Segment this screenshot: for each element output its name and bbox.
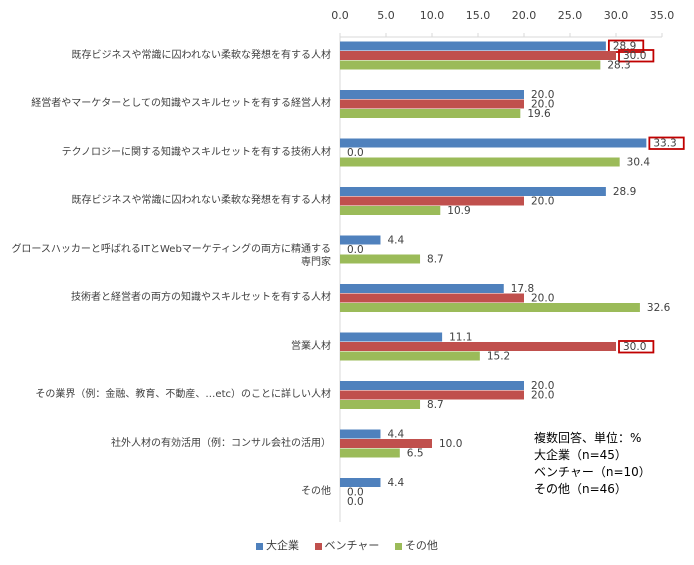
data-label: 20.0 bbox=[531, 89, 554, 101]
category-label: その他 bbox=[301, 486, 331, 498]
bar-large bbox=[340, 478, 381, 487]
bar-venture bbox=[340, 51, 616, 60]
note-line-unit: 複数回答、単位：% bbox=[534, 431, 642, 445]
category-label: その業界（例：金融、教育、不動産、…etc）のことに詳しい人材 bbox=[35, 389, 331, 401]
x-tick-label: 35.0 bbox=[650, 9, 675, 22]
legend-item-venture: ベンチャー bbox=[314, 537, 380, 553]
bar-venture bbox=[340, 293, 524, 303]
data-label: 6.5 bbox=[407, 448, 424, 460]
data-label: 4.4 bbox=[387, 477, 404, 489]
legend-label-other: その他 bbox=[404, 539, 438, 552]
bar-other bbox=[340, 448, 400, 458]
sample-note: 複数回答、単位：% 大企業（n=45） ベンチャー（n=10） その他（n=46… bbox=[534, 430, 651, 498]
x-tick-label: 30.0 bbox=[604, 9, 629, 22]
category-label: グロースハッカーと呼ばれるITとWebマーケティングの両方に精通する専門家 bbox=[11, 243, 331, 268]
bar-other bbox=[340, 303, 640, 312]
bar-large bbox=[340, 90, 524, 99]
bar-other bbox=[340, 109, 521, 118]
data-label: 30.0 bbox=[623, 341, 646, 353]
bar-other bbox=[340, 206, 441, 215]
note-line-other: その他（n=46） bbox=[534, 482, 627, 496]
data-label: 20.0 bbox=[531, 293, 554, 305]
data-label: 20.0 bbox=[531, 390, 554, 402]
data-label: 8.7 bbox=[427, 254, 444, 266]
x-tick-label: 20.0 bbox=[512, 9, 537, 22]
data-label: 28.9 bbox=[613, 186, 636, 198]
bar-other bbox=[340, 157, 620, 167]
legend-swatch-large bbox=[256, 542, 264, 550]
bar-large bbox=[340, 381, 524, 390]
bar-venture bbox=[340, 439, 432, 448]
bar-venture bbox=[340, 342, 616, 351]
legend-swatch-other bbox=[394, 542, 402, 550]
bar-other bbox=[340, 254, 421, 264]
x-tick-label: 0.0 bbox=[331, 9, 349, 22]
bar-large bbox=[340, 41, 606, 51]
legend: 大企業 ベンチャー その他 bbox=[0, 537, 694, 553]
data-label: 20.0 bbox=[531, 99, 554, 111]
legend-item-large: 大企業 bbox=[256, 537, 299, 553]
data-label: 20.0 bbox=[531, 196, 554, 208]
highlight-box bbox=[648, 136, 685, 150]
category-label: 既存ビジネスや常識に囚われない柔軟な発想を有する人材 bbox=[71, 49, 332, 61]
data-label: 10.9 bbox=[447, 205, 470, 217]
data-label: 0.0 bbox=[347, 147, 364, 159]
data-label: 30.0 bbox=[623, 50, 646, 62]
data-label: 4.4 bbox=[387, 235, 404, 247]
bar-other bbox=[340, 400, 421, 409]
highlight-box bbox=[618, 340, 655, 354]
data-label: 0.0 bbox=[347, 496, 364, 508]
highlight-box bbox=[618, 49, 655, 63]
bar-large bbox=[340, 187, 606, 196]
bar-large bbox=[340, 332, 443, 342]
data-label: 32.6 bbox=[647, 302, 671, 314]
data-label: 30.4 bbox=[627, 157, 651, 169]
data-label: 11.1 bbox=[449, 332, 472, 344]
bar-other bbox=[340, 60, 601, 70]
category-label: 社外人材の有効活用（例：コンサル会社の活用） bbox=[111, 437, 331, 449]
legend-swatch-venture bbox=[314, 542, 322, 550]
note-line-large: 大企業（n=45） bbox=[534, 448, 627, 462]
highlight-box bbox=[607, 39, 645, 53]
data-label: 10.0 bbox=[439, 438, 462, 450]
category-label: 既存ビジネスや常識に囚われない柔軟な発想を有する人材 bbox=[71, 195, 332, 207]
bar-large bbox=[340, 429, 381, 439]
data-label: 28.3 bbox=[607, 60, 630, 72]
data-label: 17.8 bbox=[511, 283, 534, 295]
category-label: 営業人材 bbox=[291, 340, 331, 352]
data-label: 20.0 bbox=[531, 380, 554, 392]
x-tick-label: 15.0 bbox=[466, 9, 491, 22]
data-label: 4.4 bbox=[387, 429, 404, 441]
bar-large bbox=[340, 235, 381, 245]
bar-large bbox=[340, 138, 647, 148]
data-label: 19.6 bbox=[527, 108, 551, 120]
bar-other bbox=[340, 351, 480, 361]
category-label: 技術者と経営者の両方の知識やスキルセットを有する人材 bbox=[71, 292, 331, 304]
x-tick-label: 25.0 bbox=[558, 9, 583, 22]
legend-label-venture: ベンチャー bbox=[324, 539, 380, 552]
bar-venture bbox=[340, 196, 524, 206]
category-label: 経営者やマーケターとしての知識やスキルセットを有する経営人材 bbox=[31, 98, 331, 110]
data-label: 8.7 bbox=[427, 399, 444, 411]
x-tick-label: 5.0 bbox=[377, 9, 395, 22]
note-line-venture: ベンチャー（n=10） bbox=[534, 465, 651, 479]
data-label: 33.3 bbox=[653, 138, 676, 150]
x-tick-label: 10.0 bbox=[420, 9, 445, 22]
category-label: テクノロジーに関する知識やスキルセットを有する技術人材 bbox=[61, 146, 331, 158]
legend-item-other: その他 bbox=[394, 537, 438, 553]
data-label: 0.0 bbox=[347, 487, 364, 499]
legend-label-large: 大企業 bbox=[266, 539, 300, 552]
bar-venture bbox=[340, 99, 524, 109]
data-label: 0.0 bbox=[347, 244, 364, 256]
data-label: 15.2 bbox=[487, 351, 510, 363]
bar-large bbox=[340, 284, 504, 293]
bar-venture bbox=[340, 390, 524, 400]
